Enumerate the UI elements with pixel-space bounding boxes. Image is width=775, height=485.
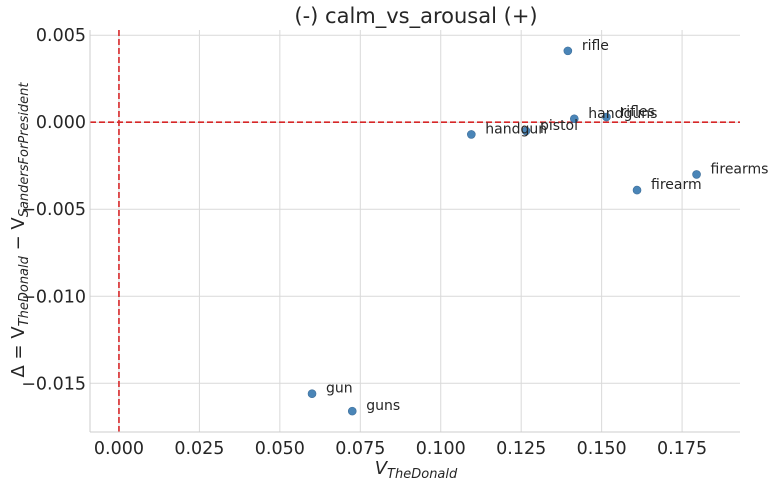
x-axis-label-sub: TheDonald bbox=[387, 467, 458, 482]
point-label: firearms bbox=[711, 161, 769, 177]
y-axis-label-sub2: SandersForPresident bbox=[17, 82, 32, 218]
y-tick-label: 0.005 bbox=[36, 26, 86, 46]
point-label: pistol bbox=[540, 118, 578, 134]
point-label: guns bbox=[366, 398, 400, 414]
y-tick-label: 0.000 bbox=[36, 113, 86, 133]
x-tick-labels: 0.000 0.025 0.050 0.075 0.100 0.125 0.150 0.175 bbox=[94, 439, 707, 459]
data-point bbox=[521, 126, 531, 136]
points-layer bbox=[307, 46, 701, 416]
data-point bbox=[569, 114, 579, 124]
reference-lines bbox=[90, 30, 740, 432]
x-tick-label: 0.025 bbox=[174, 439, 224, 459]
point-label: firearm bbox=[651, 177, 702, 193]
point-label: handguns bbox=[588, 106, 657, 122]
x-axis-label-main: V bbox=[375, 458, 389, 479]
x-tick-label: 0.125 bbox=[496, 439, 546, 459]
x-axis-label: VTheDonald bbox=[375, 458, 458, 482]
data-point bbox=[307, 389, 317, 399]
x-tick-label: 0.050 bbox=[255, 439, 305, 459]
point-label: rifles bbox=[620, 104, 654, 120]
data-point bbox=[467, 130, 476, 139]
x-tick-label: 0.100 bbox=[416, 439, 466, 459]
point-label: rifle bbox=[582, 38, 609, 54]
x-tick-label: 0.075 bbox=[335, 439, 385, 459]
chart-title: (-) calm_vs_arousal (+) bbox=[294, 4, 537, 29]
y-axis-label: Δ = VTheDonald − VSandersForPresident bbox=[8, 82, 32, 378]
point-label: gun bbox=[326, 381, 353, 397]
y-tick-labels: 0.005 0.000 −0.005 −0.010 −0.015 bbox=[21, 26, 86, 394]
data-point bbox=[602, 112, 611, 122]
y-axis-label-middle: − V bbox=[8, 217, 29, 257]
y-tick-label: −0.015 bbox=[21, 374, 86, 394]
data-point bbox=[347, 406, 357, 416]
y-axis-label-sub1: TheDonald bbox=[17, 255, 32, 326]
x-tick-label: 0.000 bbox=[94, 439, 144, 459]
data-point bbox=[692, 170, 701, 179]
data-point bbox=[563, 46, 573, 56]
x-tick-label: 0.150 bbox=[577, 439, 627, 459]
grid-layer bbox=[90, 30, 740, 432]
point-label: handgun bbox=[485, 121, 547, 137]
x-tick-label: 0.175 bbox=[657, 439, 707, 459]
y-axis-label-prefix: Δ = V bbox=[8, 326, 29, 378]
data-point bbox=[632, 185, 642, 195]
plot-frame bbox=[89, 30, 740, 433]
y-tick-label: −0.010 bbox=[21, 287, 86, 307]
y-tick-label: −0.005 bbox=[21, 200, 86, 220]
